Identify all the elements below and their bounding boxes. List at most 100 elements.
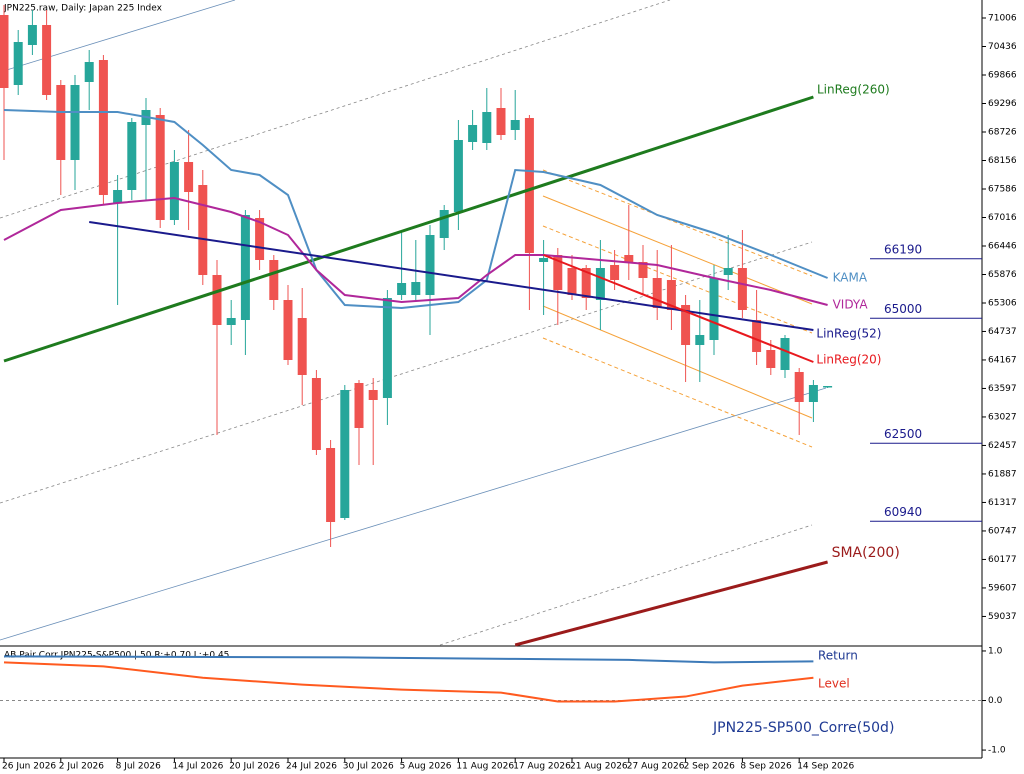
channel [542, 337, 813, 448]
y-tick-label: 64737 [988, 327, 1017, 337]
candle-body [240, 215, 250, 320]
overlay-label: VIDYA [833, 298, 869, 312]
candle-body [752, 320, 762, 352]
x-tick-label: 21 Aug 2026 [570, 762, 628, 772]
y-tick-label: 1.0 [988, 646, 1003, 656]
overlay-line [543, 254, 814, 363]
candle-body [737, 268, 747, 310]
y-tick-label: 67016 [988, 213, 1017, 223]
x-tick-label: 27 Aug 2026 [627, 762, 685, 772]
candle-body [255, 218, 265, 260]
x-tick-label: 5 Aug 2026 [400, 762, 452, 772]
indicator-line [3, 661, 814, 703]
y-tick-label: 69296 [988, 99, 1017, 109]
candle-body [340, 390, 350, 518]
candle-body [638, 262, 648, 278]
x-tick-label: 30 Jul 2026 [343, 762, 394, 772]
x-tick-label: 26 Jun 2026 [2, 762, 56, 772]
channel [0, 387, 827, 641]
candle-body [84, 62, 94, 82]
candle-body [425, 235, 435, 295]
y-tick-label: 61317 [988, 498, 1017, 508]
y-tick-label: 62457 [988, 441, 1017, 451]
candle-body [681, 305, 691, 345]
level-label: 62500 [884, 427, 922, 441]
candle-body [453, 140, 463, 212]
y-tick-label: 63597 [988, 384, 1017, 394]
channel [439, 524, 813, 646]
candle-body [695, 335, 705, 345]
candle-body [269, 260, 279, 300]
candle-body [581, 268, 591, 298]
channel [542, 195, 813, 305]
candle-body [212, 275, 222, 325]
y-tick-label: 69866 [988, 71, 1017, 81]
candle-body [311, 378, 321, 450]
y-tick-label: 64167 [988, 355, 1017, 365]
candle-body [368, 390, 378, 400]
x-tick-label: 14 Sep 2026 [797, 762, 854, 772]
candle-body [155, 115, 165, 220]
x-tick-label: 2 Sep 2026 [684, 762, 736, 772]
candle-body [496, 108, 506, 135]
y-tick-label: 65306 [988, 299, 1017, 309]
y-tick-label: 66446 [988, 242, 1017, 252]
candle-body [127, 122, 137, 190]
legend-entry: Level [818, 677, 850, 691]
candle-body [354, 383, 364, 428]
candle-body [326, 448, 336, 522]
candle-body [567, 268, 577, 295]
annotation: JPN225-SP500_Corre(50d) [712, 720, 894, 736]
candle-body [723, 268, 733, 275]
candle-body [780, 338, 790, 370]
candle-body [184, 162, 194, 192]
candle-body [439, 210, 449, 238]
x-tick-label: 2 Jul 2026 [59, 762, 104, 772]
candle-body [0, 15, 9, 88]
y-tick-label: 70436 [988, 42, 1017, 52]
x-tick-label: 20 Jul 2026 [229, 762, 280, 772]
candle-body [823, 386, 833, 388]
candle-body [98, 60, 108, 195]
y-tick-label: 61887 [988, 469, 1017, 479]
candle-body [595, 268, 605, 300]
y-tick-label: 60177 [988, 555, 1017, 565]
y-tick-label: 0.0 [988, 696, 1003, 706]
candle-body [766, 350, 776, 368]
y-tick-label: -1.0 [988, 746, 1006, 756]
y-tick-label: 68726 [988, 128, 1017, 138]
candle-body [169, 162, 179, 220]
overlay-line [3, 95, 814, 363]
x-tick-label: 14 Jul 2026 [172, 762, 223, 772]
y-tick-label: 68156 [988, 156, 1017, 166]
indicator-line [3, 655, 814, 664]
overlay-line [3, 196, 828, 306]
y-tick-label: 59037 [988, 612, 1017, 622]
overlay-label: LinReg(20) [816, 353, 881, 367]
candle-body [553, 255, 563, 290]
candle-body [539, 258, 549, 262]
level-label: 66190 [884, 242, 922, 256]
y-tick-label: 63027 [988, 412, 1017, 422]
candle-body [56, 85, 66, 160]
chart-title: JPN225.raw, Daily: Japan 225 Index [3, 4, 163, 14]
candle-body [794, 372, 804, 402]
y-tick-label: 65876 [988, 270, 1017, 280]
candle-body [382, 298, 392, 398]
candle-body [709, 278, 719, 340]
candle-body [113, 190, 123, 203]
y-tick-label: 59607 [988, 583, 1017, 593]
candle-body [652, 278, 662, 308]
y-tick-label: 71006 [988, 14, 1017, 24]
y-tick-label: 60747 [988, 526, 1017, 536]
y-tick-label: 67586 [988, 185, 1017, 195]
x-tick-label: 24 Jul 2026 [286, 762, 337, 772]
x-tick-label: 8 Sep 2026 [740, 762, 792, 772]
candle-body [226, 318, 236, 325]
candle-body [808, 385, 818, 402]
x-tick-label: 8 Jul 2026 [116, 762, 161, 772]
candle-body [198, 185, 208, 275]
candle-body [468, 125, 478, 142]
channel [0, 0, 236, 73]
